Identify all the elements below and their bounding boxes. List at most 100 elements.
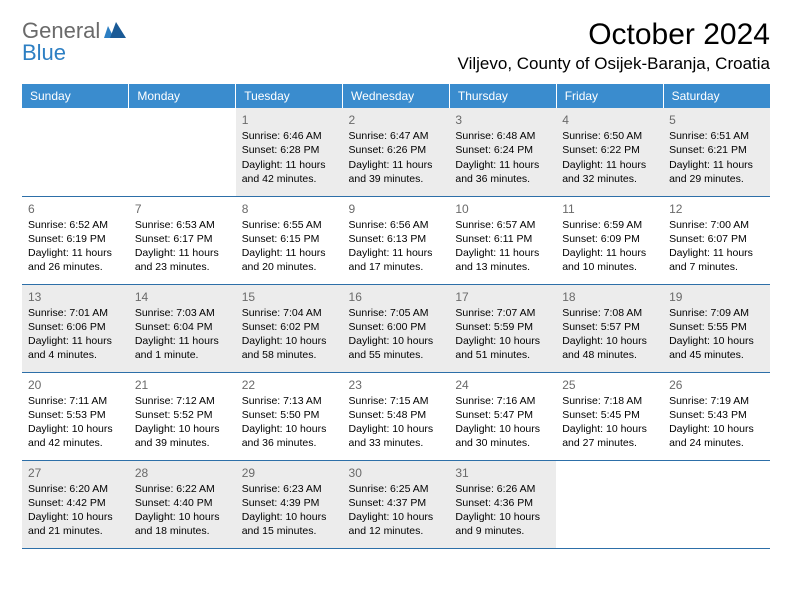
sunrise-text: Sunrise: 6:51 AM (669, 129, 764, 143)
weekday-header: Saturday (663, 84, 770, 108)
sunrise-text: Sunrise: 6:52 AM (28, 218, 123, 232)
header-right: October 2024 Viljevo, County of Osijek-B… (458, 18, 770, 74)
sunrise-text: Sunrise: 7:18 AM (562, 394, 657, 408)
sunset-text: Sunset: 4:37 PM (349, 496, 444, 510)
sunset-text: Sunset: 5:43 PM (669, 408, 764, 422)
calendar-day-cell: 8Sunrise: 6:55 AMSunset: 6:15 PMDaylight… (236, 196, 343, 284)
calendar-day-cell: 21Sunrise: 7:12 AMSunset: 5:52 PMDayligh… (129, 372, 236, 460)
calendar-day-cell: 1Sunrise: 6:46 AMSunset: 6:28 PMDaylight… (236, 108, 343, 196)
daylight-text: Daylight: 10 hours and 58 minutes. (242, 334, 337, 362)
sunrise-text: Sunrise: 6:46 AM (242, 129, 337, 143)
calendar-week-row: 1Sunrise: 6:46 AMSunset: 6:28 PMDaylight… (22, 108, 770, 196)
sunrise-text: Sunrise: 7:12 AM (135, 394, 230, 408)
calendar-day-cell: 22Sunrise: 7:13 AMSunset: 5:50 PMDayligh… (236, 372, 343, 460)
day-number: 21 (135, 377, 230, 393)
calendar-day-cell: 2Sunrise: 6:47 AMSunset: 6:26 PMDaylight… (343, 108, 450, 196)
calendar-day-cell: 26Sunrise: 7:19 AMSunset: 5:43 PMDayligh… (663, 372, 770, 460)
weekday-header: Monday (129, 84, 236, 108)
daylight-text: Daylight: 10 hours and 42 minutes. (28, 422, 123, 450)
day-number: 2 (349, 112, 444, 128)
sunrise-text: Sunrise: 7:13 AM (242, 394, 337, 408)
calendar-header-row: Sunday Monday Tuesday Wednesday Thursday… (22, 84, 770, 108)
calendar-day-cell: 31Sunrise: 6:26 AMSunset: 4:36 PMDayligh… (449, 460, 556, 548)
day-number: 28 (135, 465, 230, 481)
sunset-text: Sunset: 5:57 PM (562, 320, 657, 334)
daylight-text: Daylight: 10 hours and 36 minutes. (242, 422, 337, 450)
daylight-text: Daylight: 11 hours and 26 minutes. (28, 246, 123, 274)
sunrise-text: Sunrise: 6:22 AM (135, 482, 230, 496)
calendar-day-cell (663, 460, 770, 548)
sunset-text: Sunset: 6:24 PM (455, 143, 550, 157)
sunset-text: Sunset: 4:36 PM (455, 496, 550, 510)
day-number: 27 (28, 465, 123, 481)
day-number: 31 (455, 465, 550, 481)
day-number: 4 (562, 112, 657, 128)
sunrise-text: Sunrise: 7:09 AM (669, 306, 764, 320)
daylight-text: Daylight: 11 hours and 4 minutes. (28, 334, 123, 362)
day-number: 26 (669, 377, 764, 393)
daylight-text: Daylight: 11 hours and 20 minutes. (242, 246, 337, 274)
calendar-page: General October 2024 Viljevo, County of … (0, 0, 792, 567)
daylight-text: Daylight: 10 hours and 33 minutes. (349, 422, 444, 450)
daylight-text: Daylight: 11 hours and 42 minutes. (242, 158, 337, 186)
sunset-text: Sunset: 6:15 PM (242, 232, 337, 246)
logo-blue-row: Blue (22, 40, 66, 66)
day-number: 25 (562, 377, 657, 393)
sunrise-text: Sunrise: 7:19 AM (669, 394, 764, 408)
day-number: 15 (242, 289, 337, 305)
calendar-day-cell: 23Sunrise: 7:15 AMSunset: 5:48 PMDayligh… (343, 372, 450, 460)
daylight-text: Daylight: 10 hours and 51 minutes. (455, 334, 550, 362)
weekday-header: Tuesday (236, 84, 343, 108)
calendar-day-cell: 5Sunrise: 6:51 AMSunset: 6:21 PMDaylight… (663, 108, 770, 196)
day-number: 12 (669, 201, 764, 217)
sunset-text: Sunset: 6:09 PM (562, 232, 657, 246)
calendar-table: Sunday Monday Tuesday Wednesday Thursday… (22, 84, 770, 549)
daylight-text: Daylight: 10 hours and 55 minutes. (349, 334, 444, 362)
daylight-text: Daylight: 10 hours and 18 minutes. (135, 510, 230, 538)
day-number: 14 (135, 289, 230, 305)
sunrise-text: Sunrise: 6:56 AM (349, 218, 444, 232)
daylight-text: Daylight: 11 hours and 29 minutes. (669, 158, 764, 186)
daylight-text: Daylight: 10 hours and 48 minutes. (562, 334, 657, 362)
sunrise-text: Sunrise: 7:03 AM (135, 306, 230, 320)
sunrise-text: Sunrise: 7:07 AM (455, 306, 550, 320)
weekday-header: Sunday (22, 84, 129, 108)
sunset-text: Sunset: 6:17 PM (135, 232, 230, 246)
sunrise-text: Sunrise: 6:23 AM (242, 482, 337, 496)
sunset-text: Sunset: 5:59 PM (455, 320, 550, 334)
daylight-text: Daylight: 10 hours and 24 minutes. (669, 422, 764, 450)
sunset-text: Sunset: 5:52 PM (135, 408, 230, 422)
weekday-header: Friday (556, 84, 663, 108)
calendar-week-row: 27Sunrise: 6:20 AMSunset: 4:42 PMDayligh… (22, 460, 770, 548)
calendar-day-cell: 9Sunrise: 6:56 AMSunset: 6:13 PMDaylight… (343, 196, 450, 284)
calendar-day-cell: 12Sunrise: 7:00 AMSunset: 6:07 PMDayligh… (663, 196, 770, 284)
calendar-day-cell: 4Sunrise: 6:50 AMSunset: 6:22 PMDaylight… (556, 108, 663, 196)
day-number: 22 (242, 377, 337, 393)
weekday-header: Thursday (449, 84, 556, 108)
sunset-text: Sunset: 6:07 PM (669, 232, 764, 246)
sunrise-text: Sunrise: 6:57 AM (455, 218, 550, 232)
sunrise-text: Sunrise: 6:59 AM (562, 218, 657, 232)
calendar-day-cell: 13Sunrise: 7:01 AMSunset: 6:06 PMDayligh… (22, 284, 129, 372)
day-number: 8 (242, 201, 337, 217)
sunrise-text: Sunrise: 6:20 AM (28, 482, 123, 496)
daylight-text: Daylight: 11 hours and 36 minutes. (455, 158, 550, 186)
calendar-day-cell: 18Sunrise: 7:08 AMSunset: 5:57 PMDayligh… (556, 284, 663, 372)
daylight-text: Daylight: 11 hours and 23 minutes. (135, 246, 230, 274)
daylight-text: Daylight: 10 hours and 27 minutes. (562, 422, 657, 450)
day-number: 3 (455, 112, 550, 128)
sunset-text: Sunset: 6:11 PM (455, 232, 550, 246)
day-number: 16 (349, 289, 444, 305)
logo-text-blue: Blue (22, 40, 66, 65)
calendar-day-cell: 7Sunrise: 6:53 AMSunset: 6:17 PMDaylight… (129, 196, 236, 284)
calendar-day-cell: 27Sunrise: 6:20 AMSunset: 4:42 PMDayligh… (22, 460, 129, 548)
calendar-day-cell (556, 460, 663, 548)
day-number: 18 (562, 289, 657, 305)
sunset-text: Sunset: 6:00 PM (349, 320, 444, 334)
calendar-day-cell: 3Sunrise: 6:48 AMSunset: 6:24 PMDaylight… (449, 108, 556, 196)
calendar-day-cell: 24Sunrise: 7:16 AMSunset: 5:47 PMDayligh… (449, 372, 556, 460)
daylight-text: Daylight: 11 hours and 17 minutes. (349, 246, 444, 274)
day-number: 23 (349, 377, 444, 393)
calendar-week-row: 20Sunrise: 7:11 AMSunset: 5:53 PMDayligh… (22, 372, 770, 460)
calendar-day-cell: 28Sunrise: 6:22 AMSunset: 4:40 PMDayligh… (129, 460, 236, 548)
